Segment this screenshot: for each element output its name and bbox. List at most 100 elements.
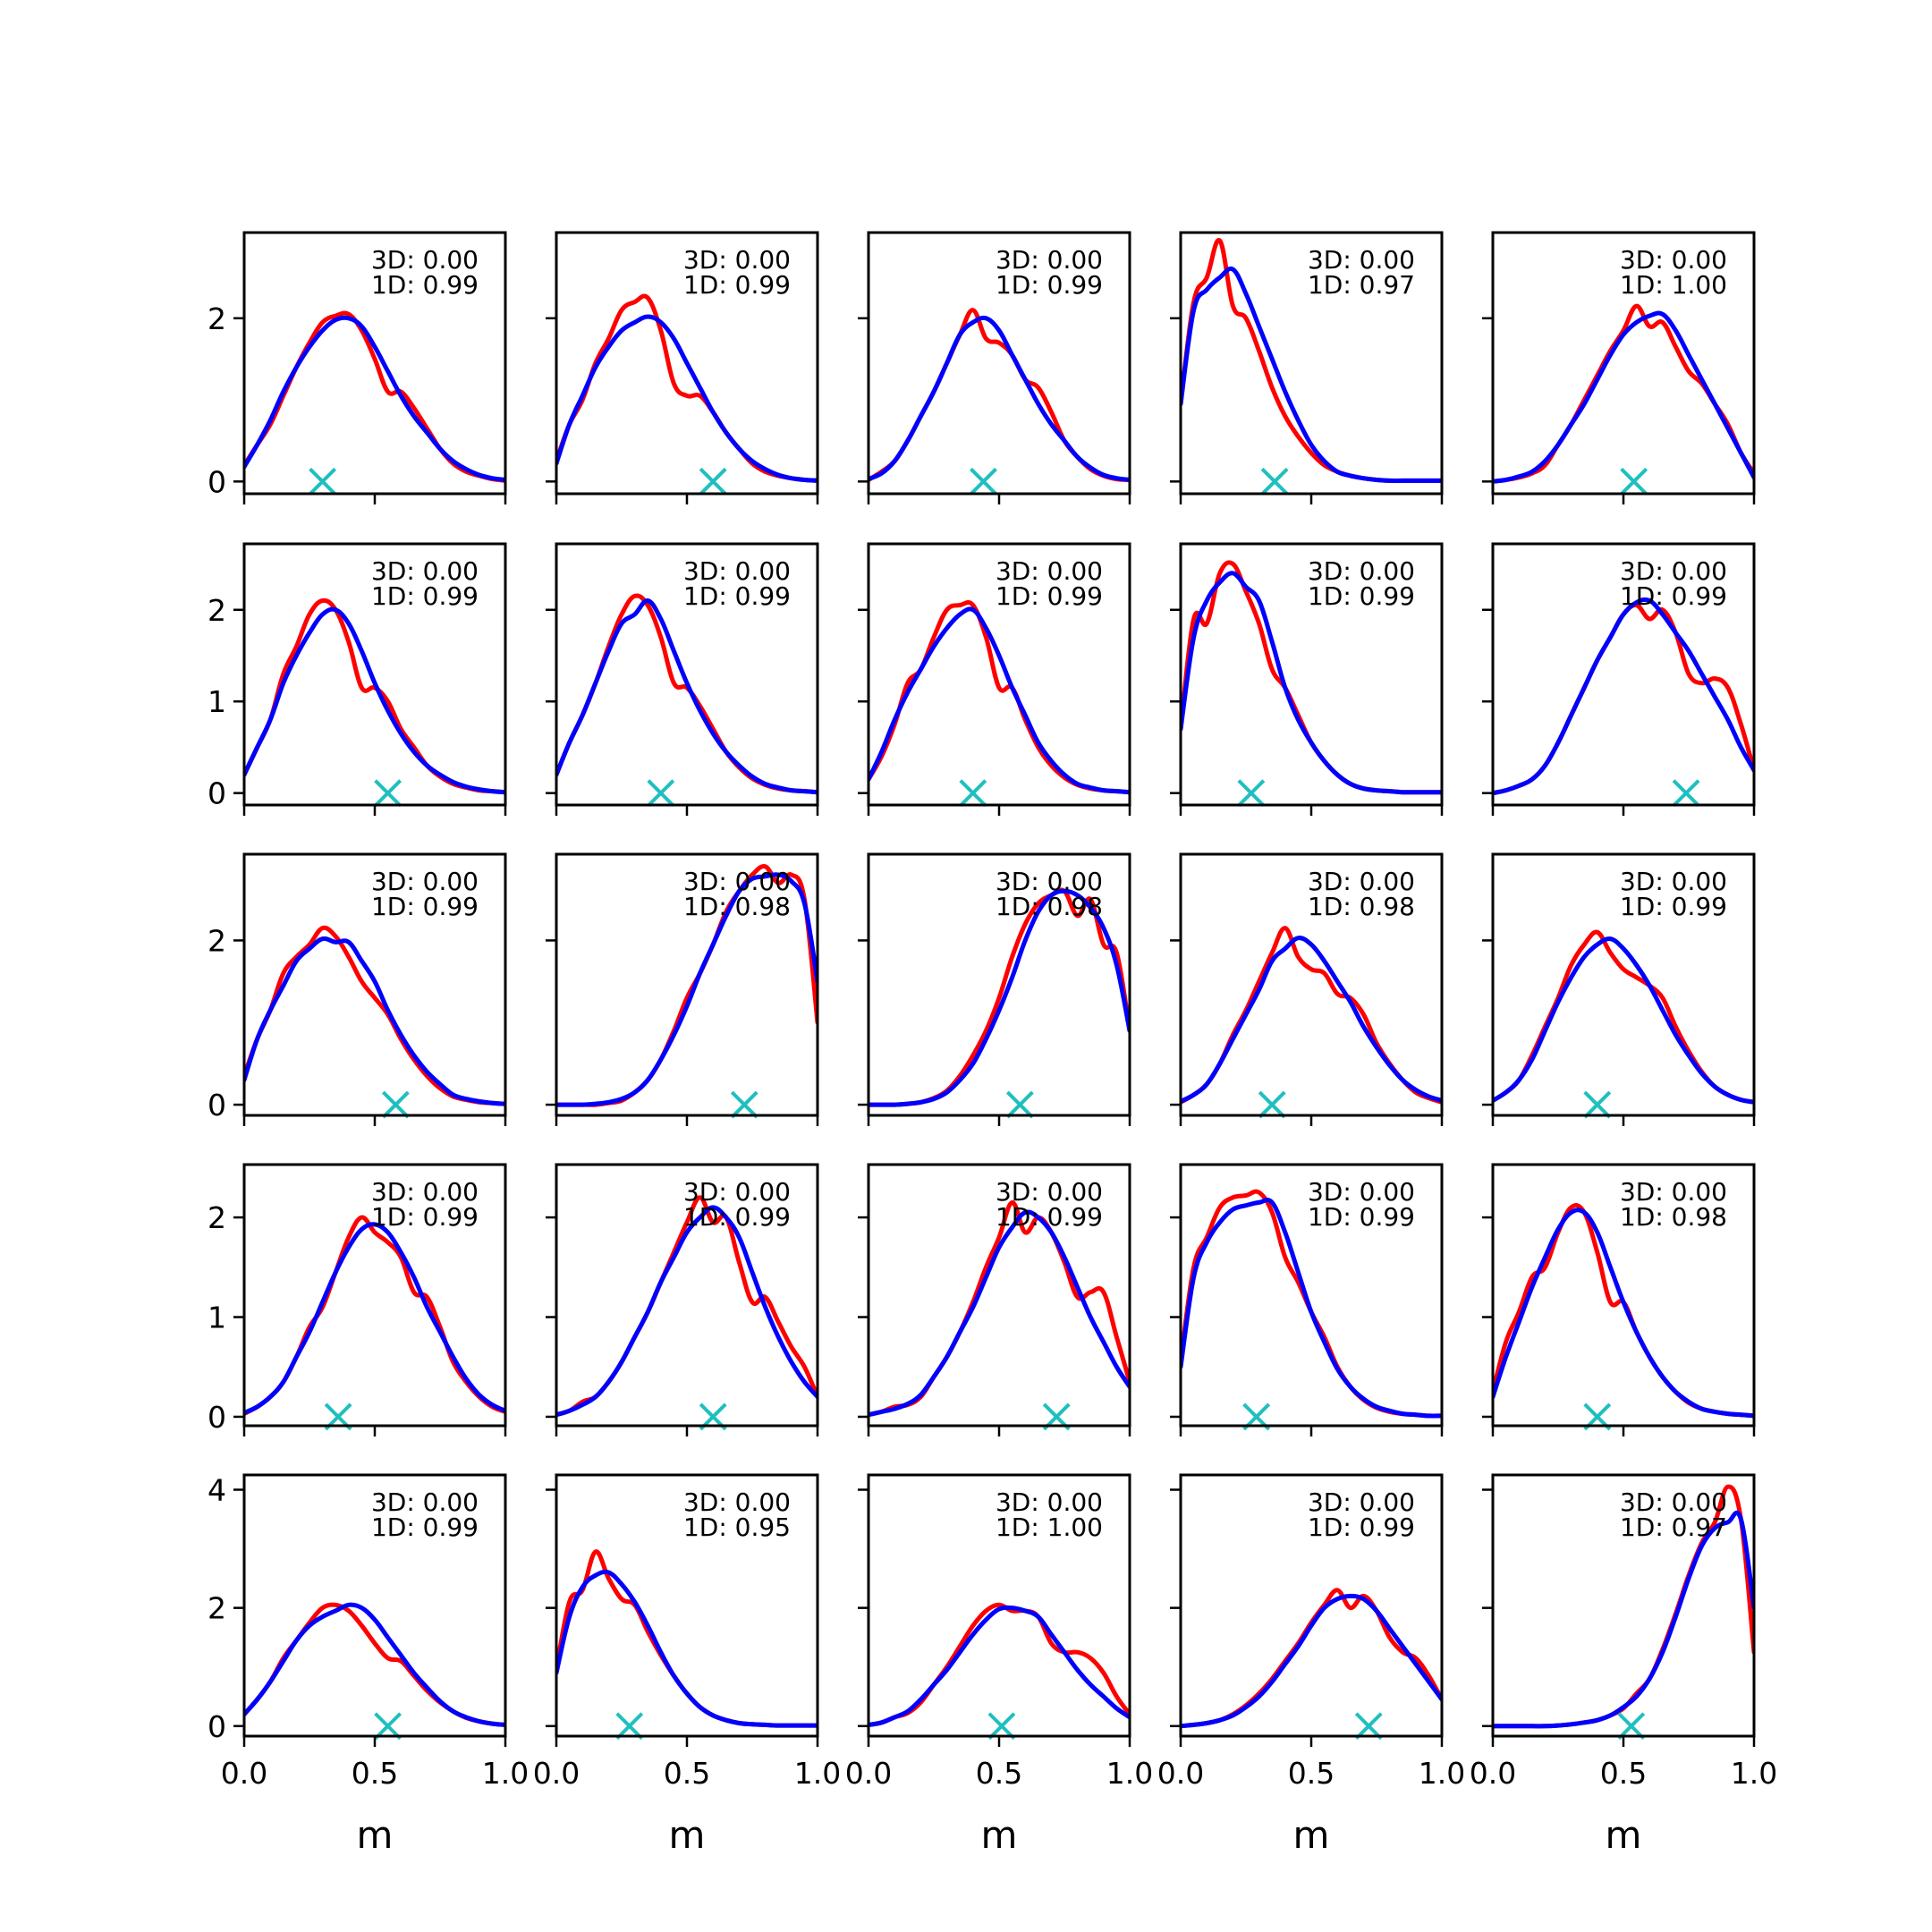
x-tick-label: 1.0 [482, 1756, 529, 1791]
annotation-1d: 1D: 0.97 [1308, 270, 1415, 300]
marker-stroke [1005, 1090, 1034, 1119]
series-1d-line [1181, 1593, 1442, 1729]
annotation-1d: 1D: 0.99 [1308, 1202, 1415, 1232]
y-tick-label: 1 [208, 1301, 226, 1335]
annotation-3d: 3D: 0.00 [1620, 1487, 1727, 1517]
reference-marker [374, 1712, 402, 1741]
x-axis-label: m [981, 1813, 1018, 1857]
annotation-1d: 1D: 0.99 [683, 1202, 791, 1232]
series-1d-line [1181, 1198, 1442, 1419]
annotation-3d: 3D: 0.00 [996, 1487, 1103, 1517]
y-tick-label: 0 [208, 1709, 226, 1744]
reference-marker [647, 779, 675, 808]
curves [556, 1195, 818, 1418]
annotation-3d: 3D: 0.00 [1308, 245, 1415, 275]
curves [869, 887, 1130, 1107]
curves [556, 864, 818, 1107]
curves [244, 1602, 505, 1727]
marker-stroke [1237, 779, 1266, 808]
annotation-3d: 3D: 0.00 [371, 1487, 479, 1517]
reference-marker [699, 467, 727, 496]
annotation-3d: 3D: 0.00 [683, 867, 791, 896]
annotation-3d: 3D: 0.00 [683, 1177, 791, 1207]
series-1d-line [556, 1205, 818, 1418]
annotation-1d: 1D: 0.98 [683, 892, 791, 921]
series-1d-line [869, 1209, 1130, 1418]
reference-marker [987, 1712, 1016, 1741]
series-1d-line [556, 598, 818, 795]
annotation-3d: 3D: 0.00 [996, 867, 1103, 896]
annotation-3d: 3D: 0.00 [371, 867, 479, 896]
x-tick-label: 0.0 [1470, 1756, 1516, 1791]
curves [869, 1602, 1130, 1727]
series-1d-line [556, 314, 818, 483]
annotation-1d: 1D: 0.99 [996, 1202, 1103, 1232]
x-tick-label: 0.5 [976, 1756, 1022, 1791]
marker-stroke [1258, 1090, 1286, 1119]
annotation-1d: 1D: 0.98 [1620, 1202, 1727, 1232]
reference-marker [1620, 467, 1648, 496]
series-1d-line [244, 1222, 505, 1415]
series-1d-line [869, 606, 1130, 795]
marker-stroke [970, 467, 997, 496]
marker-stroke [647, 779, 675, 808]
series-1d-line [1493, 1208, 1754, 1419]
curves [869, 308, 1130, 482]
series-1d-line [1181, 936, 1442, 1104]
annotation-1d: 1D: 0.99 [1620, 581, 1727, 611]
curves [244, 1215, 505, 1417]
annotation-3d: 3D: 0.00 [1308, 1177, 1415, 1207]
curves [244, 925, 505, 1106]
annotation-3d: 3D: 0.00 [996, 245, 1103, 275]
y-tick-label: 2 [208, 1591, 226, 1626]
reference-marker [730, 1090, 758, 1119]
x-tick-label: 0.5 [1600, 1756, 1647, 1791]
x-tick-label: 0.0 [221, 1756, 267, 1791]
annotation-3d: 3D: 0.00 [1308, 556, 1415, 586]
y-tick-label: 2 [208, 1200, 226, 1235]
marker-stroke [381, 1090, 410, 1119]
y-tick-label: 4 [208, 1473, 226, 1508]
curves [556, 293, 818, 483]
annotation-3d: 3D: 0.00 [996, 1177, 1103, 1207]
annotation-1d: 1D: 0.99 [996, 581, 1103, 611]
annotation-1d: 1D: 0.99 [371, 1513, 479, 1542]
x-tick-label: 1.0 [1419, 1756, 1465, 1791]
annotation-3d: 3D: 0.00 [1308, 867, 1415, 896]
marker-stroke [1620, 467, 1648, 496]
reference-marker [1258, 1090, 1286, 1119]
annotation-1d: 1D: 0.99 [371, 581, 479, 611]
marker-stroke [1672, 779, 1700, 808]
series-1d-line [1493, 310, 1754, 484]
marker-stroke [374, 779, 402, 808]
annotation-3d: 3D: 0.00 [683, 1487, 791, 1517]
reference-marker [1237, 779, 1266, 808]
marker-stroke [1583, 1090, 1612, 1119]
x-tick-label: 0.0 [1157, 1756, 1204, 1791]
series-1d-line [869, 1605, 1130, 1727]
annotation-1d: 1D: 0.99 [1308, 581, 1415, 611]
reference-marker [970, 467, 997, 496]
x-tick-label: 1.0 [1731, 1756, 1777, 1791]
annotation-3d: 3D: 0.00 [1620, 556, 1727, 586]
curves [1181, 1588, 1442, 1729]
reference-marker [309, 467, 337, 496]
reference-marker [1672, 779, 1700, 808]
annotation-1d: 1D: 0.99 [683, 581, 791, 611]
series-1d-line [556, 872, 818, 1107]
annotation-3d: 3D: 0.00 [683, 556, 791, 586]
series-1d-line [1493, 936, 1754, 1105]
marker-stroke [1260, 467, 1289, 496]
y-tick-label: 0 [208, 464, 226, 499]
series-1d-line [244, 936, 505, 1106]
